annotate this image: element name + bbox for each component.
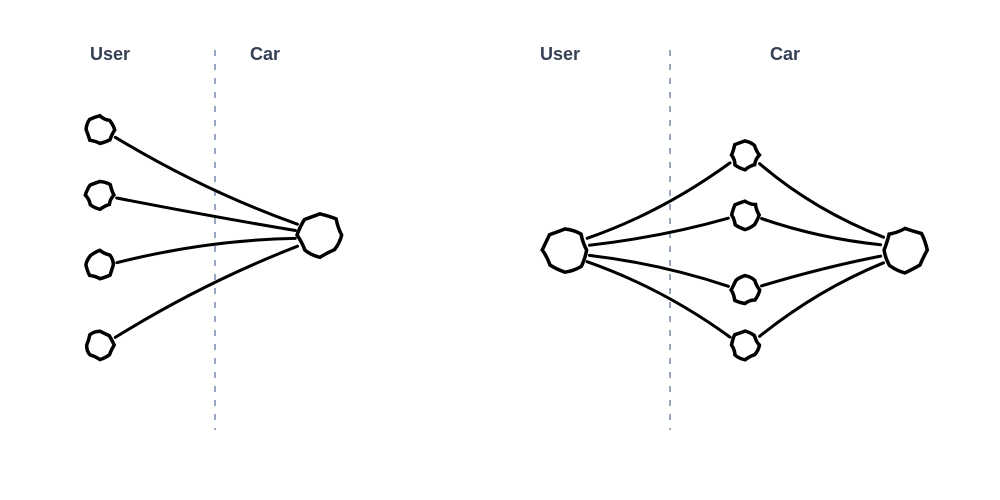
label-user-left: User [90, 44, 130, 64]
node-circle [297, 214, 342, 257]
edges-right [587, 163, 883, 337]
node-circle [731, 276, 760, 304]
label-car-left: Car [250, 44, 280, 64]
edges-left [115, 137, 297, 337]
nodes-left [85, 116, 341, 360]
node-circle [542, 229, 586, 272]
node-circle [732, 141, 760, 170]
edge-line [760, 164, 884, 238]
diagram-left: User Car [85, 44, 341, 430]
edge-line [590, 218, 729, 245]
edge-line [762, 219, 881, 245]
node-circle [86, 250, 113, 278]
edge-line [587, 262, 730, 337]
node-circle [884, 228, 927, 273]
node-circle [732, 201, 760, 229]
diagram-right: User Car [540, 44, 927, 430]
diagram-canvas: User Car User Car [0, 0, 1000, 500]
node-circle [87, 331, 115, 359]
node-circle [86, 116, 115, 144]
edge-line [115, 246, 297, 337]
label-car-right: Car [770, 44, 800, 64]
nodes-right [542, 141, 927, 360]
edge-line [760, 263, 884, 337]
edge-line [587, 163, 730, 238]
edge-line [115, 137, 297, 224]
label-user-right: User [540, 44, 580, 64]
node-circle [732, 331, 760, 360]
node-circle [85, 181, 114, 209]
